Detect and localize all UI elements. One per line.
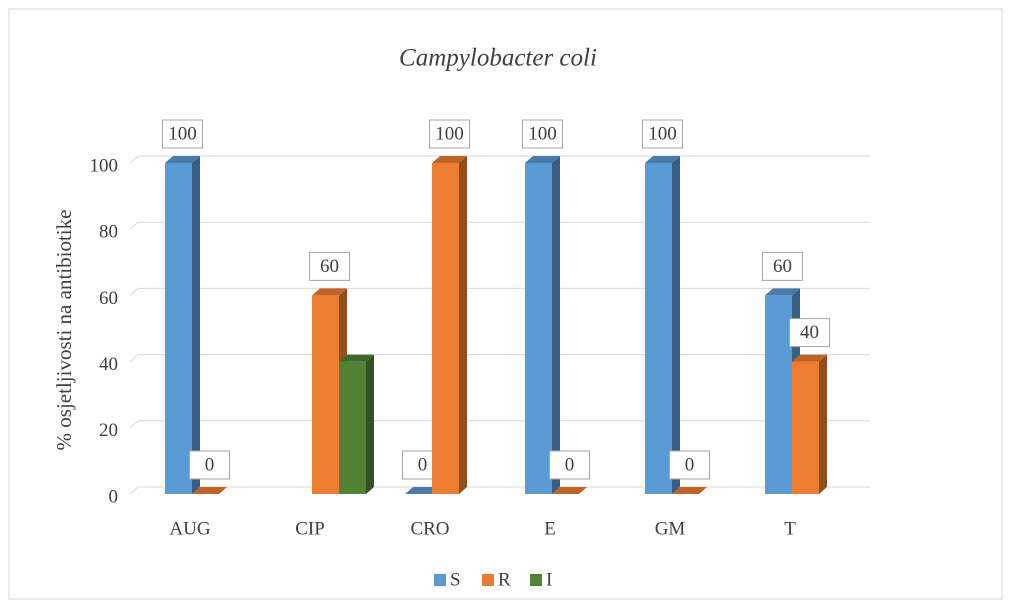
- data-label-box: [549, 450, 590, 480]
- data-label-box: [669, 450, 710, 480]
- grid-line-depth: [129, 354, 139, 362]
- x-tick-label: CRO: [410, 518, 449, 539]
- bar-top: [165, 156, 200, 163]
- data-label: 40: [800, 322, 819, 343]
- y-tick-label: 80: [99, 222, 118, 243]
- data-label: 100: [435, 123, 464, 144]
- bar-top: [192, 487, 227, 494]
- data-label-box: [789, 318, 830, 348]
- bar: [645, 163, 672, 494]
- legend-swatch: [482, 574, 494, 586]
- data-label: 100: [168, 123, 197, 144]
- bar-side: [366, 354, 374, 494]
- chart-title: Campylobacter coli: [399, 45, 597, 72]
- bar: [165, 163, 192, 494]
- data-label-box: [162, 119, 203, 149]
- bar: [525, 163, 552, 494]
- bar-top: [432, 156, 467, 163]
- data-label: 60: [773, 256, 792, 277]
- y-axis-label: % osjetljivosti na antibiotike: [52, 210, 76, 451]
- bar-top: [792, 354, 827, 362]
- bar-side: [819, 354, 827, 494]
- data-label-box: [429, 119, 470, 149]
- y-tick-label: 0: [109, 486, 119, 507]
- grid-line-depth: [129, 486, 139, 495]
- bar-top: [552, 487, 587, 494]
- bar-top: [312, 288, 347, 296]
- bar-top: [339, 354, 374, 362]
- grid-line-depth: [129, 155, 139, 164]
- data-label-box: [642, 119, 683, 149]
- data-label: 100: [648, 123, 677, 144]
- bar: [792, 361, 819, 494]
- grid-line-depth: [129, 221, 139, 230]
- chart-frame: [8, 8, 1003, 600]
- bar: [765, 295, 792, 494]
- legend-swatch: [434, 574, 446, 586]
- data-label: 0: [205, 454, 215, 475]
- bar-side: [192, 156, 200, 494]
- data-label-box: [309, 251, 350, 281]
- data-label: 0: [418, 454, 428, 475]
- data-label-box: [522, 119, 563, 149]
- bar-top: [765, 288, 800, 296]
- data-label: 0: [565, 454, 575, 475]
- grid-line-depth: [129, 420, 139, 429]
- legend-label: R: [498, 569, 511, 590]
- legend-label: I: [546, 569, 552, 590]
- bar-side: [459, 156, 467, 494]
- bar-top: [645, 156, 680, 163]
- data-label: 0: [685, 454, 695, 475]
- legend-swatch: [530, 574, 542, 586]
- bar-top: [525, 156, 560, 163]
- data-label-box: [762, 251, 803, 281]
- y-tick-label: 100: [90, 155, 119, 176]
- x-tick-label: T: [784, 518, 796, 539]
- data-label: 100: [528, 123, 557, 144]
- bar-top: [405, 487, 440, 494]
- legend-label: S: [450, 569, 461, 590]
- bar-side: [672, 156, 680, 494]
- x-tick-label: AUG: [169, 518, 210, 539]
- y-tick-label: 40: [99, 354, 118, 375]
- data-label-box: [189, 450, 230, 480]
- bar: [339, 361, 366, 494]
- data-label: 60: [320, 256, 339, 277]
- bar-side: [552, 156, 560, 494]
- x-tick-label: E: [544, 518, 556, 539]
- bar: [312, 295, 339, 494]
- bar-top: [672, 487, 707, 494]
- bar: [432, 163, 459, 494]
- x-tick-label: CIP: [295, 518, 325, 539]
- grid-line-depth: [129, 288, 139, 296]
- x-tick-label: GM: [655, 518, 686, 539]
- y-tick-label: 60: [99, 288, 118, 309]
- y-tick-label: 20: [99, 420, 118, 441]
